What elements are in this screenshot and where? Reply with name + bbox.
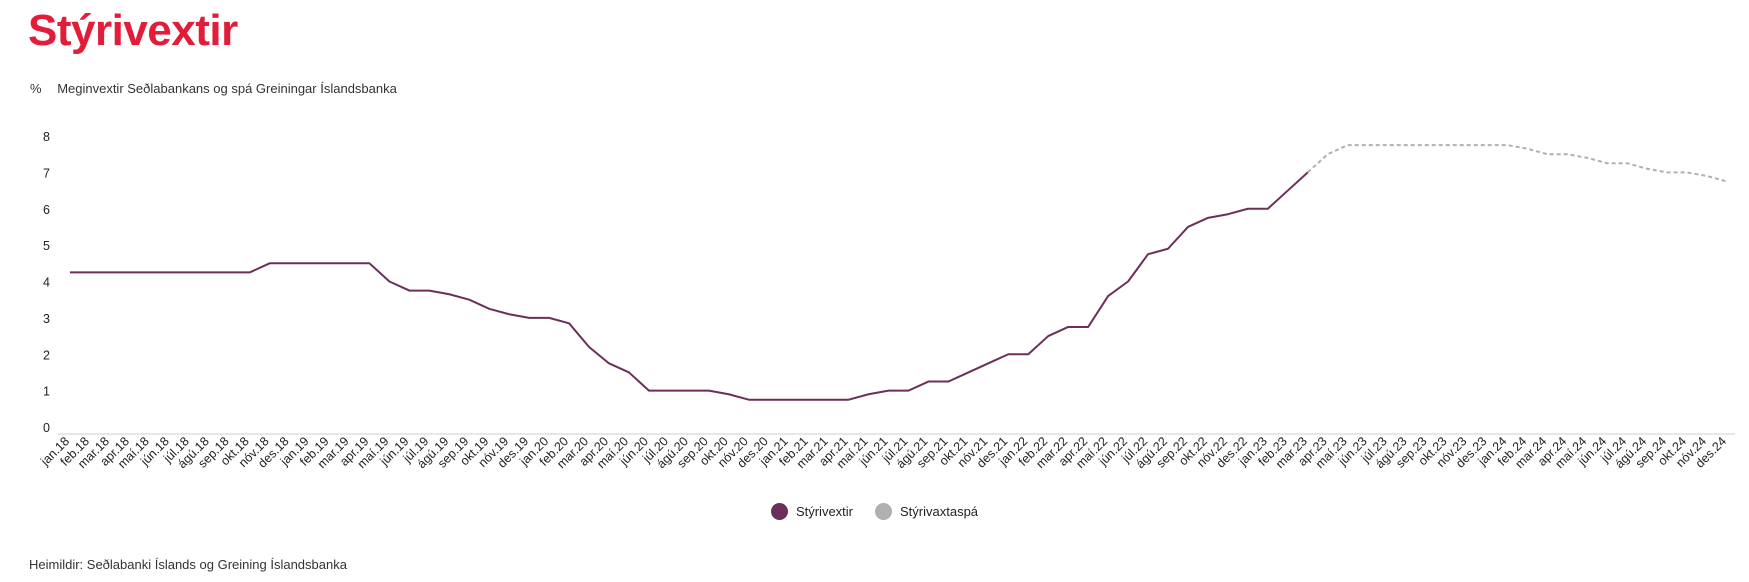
y-tick-label: 2 xyxy=(43,348,50,362)
legend-marker-actual xyxy=(770,503,788,520)
subtitle-text: Meginvextir Seðlabankans og spá Greining… xyxy=(57,81,397,96)
line-chart: 012345678jan.18feb.18mar.18apr.18maí.18j… xyxy=(37,130,1735,471)
y-unit-label: % xyxy=(30,81,42,96)
legend-item-actual[interactable]: Stýrivextir xyxy=(770,503,853,520)
chart-subtitle: % Meginvextir Seðlabankans og spá Greini… xyxy=(30,81,397,96)
legend-item-forecast[interactable]: Stýrivaxtaspá xyxy=(875,503,978,520)
source-note: Heimildir: Seðlabanki Íslands og Greinin… xyxy=(29,557,347,572)
series-line-actual xyxy=(70,171,1309,401)
y-tick-label: 7 xyxy=(43,166,50,180)
chart-legend: Stýrivextir Stýrivaxtaspá xyxy=(0,503,1749,520)
y-tick-label: 4 xyxy=(43,276,50,290)
page-title: Stýrivextir xyxy=(28,6,238,55)
legend-label-forecast: Stýrivaxtaspá xyxy=(900,504,979,519)
legend-marker-forecast xyxy=(875,503,892,520)
y-tick-label: 1 xyxy=(43,385,50,399)
y-tick-label: 6 xyxy=(43,203,50,217)
legend-label-actual: Stýrivextir xyxy=(795,504,853,519)
series-line-forecast xyxy=(1307,144,1728,183)
y-tick-label: 3 xyxy=(43,312,50,326)
y-tick-label: 5 xyxy=(43,239,50,253)
y-tick-label: 8 xyxy=(43,130,50,144)
y-tick-label: 0 xyxy=(43,421,50,435)
